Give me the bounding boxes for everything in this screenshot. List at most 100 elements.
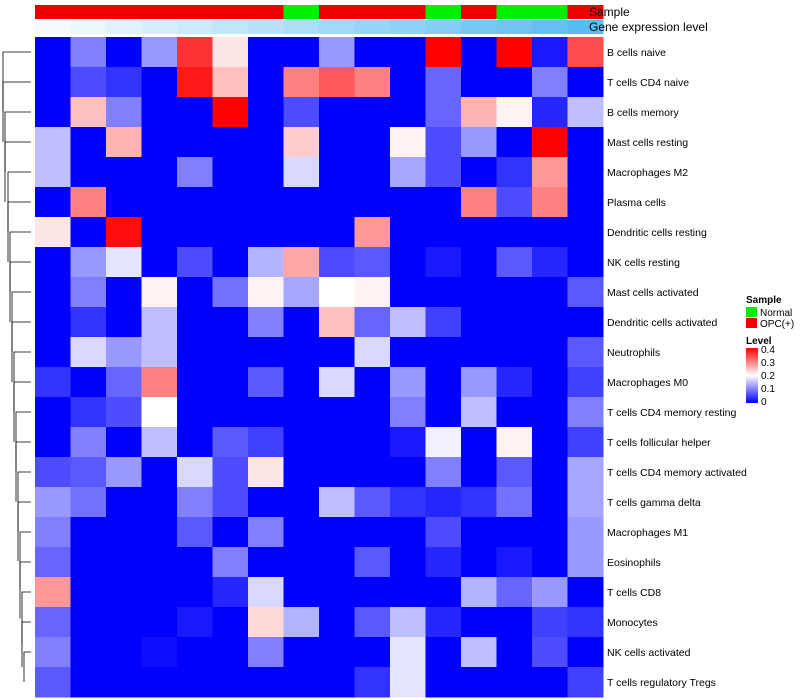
expression-annotation-cell (567, 20, 604, 34)
dendrogram-branch (13, 351, 31, 412)
heatmap-cell (425, 637, 462, 668)
heatmap-cell (496, 307, 533, 338)
row-label: Neutrophils (607, 347, 660, 359)
level-legend-title: Level (746, 336, 772, 347)
heatmap-cell (354, 307, 391, 338)
expression-annotation-cell (177, 20, 213, 34)
heatmap-cell (532, 637, 568, 668)
heatmap-cell (212, 247, 249, 278)
heatmap-cell (390, 607, 426, 638)
expression-annotation-cell (283, 20, 320, 34)
heatmap-cell (532, 157, 568, 188)
legend-label-normal: Normal (760, 308, 792, 319)
heatmap-cell (567, 217, 604, 248)
heatmap-cell (354, 37, 391, 68)
heatmap-cell (106, 157, 142, 188)
heatmap-cell (248, 97, 284, 128)
level-legend-tick: 0.3 (761, 358, 775, 369)
heatmap-cell (212, 517, 249, 548)
heatmap-cell (567, 127, 604, 158)
row-label: Macrophages M1 (607, 527, 688, 539)
heatmap-cell (567, 637, 604, 668)
heatmap-cell (567, 67, 604, 98)
heatmap-cell (106, 577, 142, 608)
sample-annotation-cell (70, 5, 107, 19)
sample-annotation-cell (532, 5, 568, 19)
heatmap-cell (496, 547, 533, 578)
dendrogram-branch (19, 531, 31, 591)
heatmap-cell (248, 217, 284, 248)
row-labels: B cells naive T cells CD4 naive B cells me… (607, 47, 747, 689)
heatmap-cell (390, 367, 426, 398)
heatmap-cell (461, 457, 497, 488)
heatmap-cell (496, 667, 533, 698)
heatmap-cell (496, 157, 533, 188)
heatmap-cell (141, 307, 178, 338)
heatmap-cell (70, 367, 107, 398)
heatmap-cell (354, 337, 391, 368)
heatmap-cell (70, 607, 107, 638)
row-label: Dendritic cells resting (607, 227, 707, 239)
heatmap-cell (319, 367, 355, 398)
sample-annotation-cell (354, 5, 391, 19)
heatmap-cell (425, 547, 462, 578)
heatmap-cell (496, 457, 533, 488)
heatmap-cell (532, 367, 568, 398)
heatmap-cell (141, 367, 178, 398)
heatmap-cell (212, 547, 249, 578)
heatmap-cell (35, 187, 71, 218)
heatmap-cell (106, 427, 142, 458)
heatmap-cell (283, 217, 320, 248)
heatmap-cell (70, 187, 107, 218)
heatmap-cell (177, 397, 213, 428)
heatmap-cell (35, 157, 71, 188)
heatmap-cell (141, 427, 178, 458)
heatmap-cell (461, 367, 497, 398)
heatmap-cell (354, 247, 391, 278)
heatmap-cell (496, 637, 533, 668)
heatmap-cell (106, 67, 142, 98)
heatmap-cell (248, 517, 284, 548)
heatmap-cell (532, 667, 568, 698)
heatmap-cell (461, 397, 497, 428)
heatmap-cell (283, 637, 320, 668)
heatmap-cell (567, 397, 604, 428)
heatmap-cell (532, 337, 568, 368)
expression-annotation-cell (106, 20, 142, 34)
heatmap-cell (390, 547, 426, 578)
heatmap-cell (106, 397, 142, 428)
heatmap-cell (212, 367, 249, 398)
heatmap-cell (425, 607, 462, 638)
heatmap-cell (425, 247, 462, 278)
heatmap-cell (141, 667, 178, 698)
heatmap-cell (177, 187, 213, 218)
heatmap-cell (496, 127, 533, 158)
heatmap-cell (567, 337, 604, 368)
heatmap-cell (283, 97, 320, 128)
heatmap-cell (212, 667, 249, 698)
legend-label-opc: OPC(+) (760, 319, 794, 330)
heatmap-cell (532, 307, 568, 338)
heatmap-cell (425, 577, 462, 608)
heatmap-cell (70, 37, 107, 68)
heatmap-cell (106, 37, 142, 68)
heatmap-cell (532, 187, 568, 218)
heatmap-cell (532, 67, 568, 98)
heatmap-cell (390, 577, 426, 608)
heatmap-cell (248, 247, 284, 278)
dendrogram-branch (7, 171, 31, 232)
sample-annotation-cell (425, 5, 462, 19)
heatmap-cell (177, 217, 213, 248)
heatmap-cell (532, 517, 568, 548)
heatmap-cell (212, 37, 249, 68)
heatmap-cell (177, 487, 213, 518)
heatmap-cell (70, 667, 107, 698)
heatmap-cell (319, 337, 355, 368)
heatmap-cell (70, 337, 107, 368)
heatmap-cell (567, 97, 604, 128)
row-label: Mast cells activated (607, 287, 699, 299)
heatmap-cell (496, 577, 533, 608)
heatmap-cell (248, 397, 284, 428)
heatmap-cell (106, 457, 142, 488)
